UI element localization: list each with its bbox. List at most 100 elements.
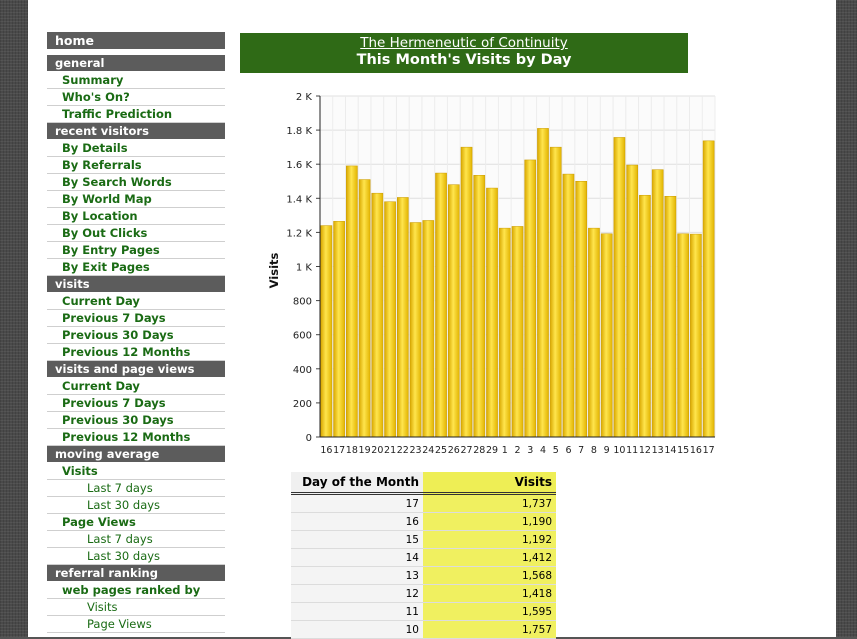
cell-day: 14 xyxy=(291,548,423,567)
nav-link[interactable]: Current Day xyxy=(47,378,225,395)
bar xyxy=(447,184,460,438)
nav-link[interactable]: Last 30 days xyxy=(47,548,225,565)
x-tick-label: 14 xyxy=(664,445,676,456)
bar xyxy=(651,169,664,438)
bar xyxy=(562,173,575,438)
bar xyxy=(690,233,702,438)
cell-day: 10 xyxy=(291,620,423,639)
cell-visits: 1,737 xyxy=(423,493,556,513)
x-tick-label: 1 xyxy=(502,445,508,456)
nav-link[interactable]: Page Views xyxy=(47,514,225,531)
bar xyxy=(626,164,638,438)
nav-link[interactable]: Traffic Prediction xyxy=(47,106,225,123)
x-tick-label: 2 xyxy=(514,445,520,456)
x-tick-label: 19 xyxy=(359,445,371,456)
nav-link[interactable]: Previous 12 Months xyxy=(47,344,225,361)
x-tick-label: 20 xyxy=(371,445,383,456)
nav-link[interactable]: By Entry Pages xyxy=(47,242,225,259)
y-axis-label: Visits xyxy=(267,252,281,288)
nav-link[interactable]: Summary xyxy=(47,72,225,89)
nav-link[interactable]: By Exit Pages xyxy=(47,259,225,276)
x-tick-label: 27 xyxy=(460,445,472,456)
nav-link[interactable]: Previous 30 Days xyxy=(47,327,225,344)
cell-visits: 1,192 xyxy=(423,530,556,549)
nav-link[interactable]: Last 30 days xyxy=(47,497,225,514)
nav-link[interactable]: web pages ranked by xyxy=(47,582,225,599)
nav-home-link[interactable]: home xyxy=(47,32,225,49)
nav-link[interactable]: Previous 7 Days xyxy=(47,395,225,412)
chart-title: This Month's Visits by Day xyxy=(356,52,572,68)
page: home general Summary Who's On? Traffic Pred… xyxy=(28,0,836,639)
nav-link[interactable]: Page Views xyxy=(47,616,225,633)
x-tick-label: 26 xyxy=(448,445,460,456)
nav-link[interactable]: By Details xyxy=(47,140,225,157)
bar xyxy=(524,159,537,438)
table-row: 14 1,412 xyxy=(291,548,556,567)
table-row: 13 1,568 xyxy=(291,566,556,585)
cell-visits: 1,412 xyxy=(423,548,556,567)
nav-link[interactable]: By World Map xyxy=(47,191,225,208)
column-header-day[interactable]: Day of the Month xyxy=(291,472,423,495)
visits-bar-chart: 0 200 400 600 800 1 K 1.2 K 1.4 K 1.6 K 1.8 K 2 K 1… xyxy=(267,92,716,456)
nav-link[interactable]: Visits xyxy=(47,599,225,616)
nav-link[interactable]: Previous 30 Days xyxy=(47,412,225,429)
nav-link[interactable]: By Location xyxy=(47,208,225,225)
table-row: 17 1,737 xyxy=(291,493,556,513)
bar xyxy=(397,197,409,438)
nav-section-header: general xyxy=(47,55,225,71)
cell-day: 17 xyxy=(291,493,423,513)
nav-link[interactable]: Who's On? xyxy=(47,89,225,106)
bar xyxy=(435,172,447,438)
y-tick-label: 0 xyxy=(306,433,312,444)
bar xyxy=(511,226,524,438)
bar xyxy=(371,192,384,438)
x-tick-label: 28 xyxy=(473,445,485,456)
cell-day: 13 xyxy=(291,566,423,585)
bar xyxy=(346,165,358,438)
bar xyxy=(358,179,371,438)
chart-header: The Hermeneutic of Continuity This Month… xyxy=(240,33,688,73)
nav-link[interactable]: Previous 12 Months xyxy=(47,429,225,446)
x-tick-label: 10 xyxy=(613,445,625,456)
nav-link[interactable]: Last 7 days xyxy=(47,531,225,548)
y-tick-label: 600 xyxy=(293,331,312,342)
bar xyxy=(384,201,396,438)
nav-section-header: visits and page views xyxy=(47,361,225,377)
column-header-visits[interactable]: Visits xyxy=(423,472,556,495)
nav-link[interactable]: Last 7 days xyxy=(47,480,225,497)
x-tick-label: 3 xyxy=(527,445,533,456)
nav-link[interactable]: By Out Clicks xyxy=(47,225,225,242)
x-tick-label: 16 xyxy=(690,445,702,456)
nav-link[interactable]: By Referrals xyxy=(47,157,225,174)
x-tick-label: 25 xyxy=(435,445,447,456)
y-tick-label: 200 xyxy=(293,399,312,410)
x-tick-label: 13 xyxy=(652,445,664,456)
cell-visits: 1,568 xyxy=(423,566,556,585)
nav-link[interactable]: By Search Words xyxy=(47,174,225,191)
cell-visits: 1,418 xyxy=(423,584,556,603)
x-tick-label: 11 xyxy=(626,445,638,456)
nav-section-header: visits xyxy=(47,276,225,292)
x-tick-label: 12 xyxy=(639,445,651,456)
y-tick-label: 1.6 K xyxy=(286,160,312,171)
sidebar-nav: home general Summary Who's On? Traffic Pred… xyxy=(47,32,225,633)
site-title-link[interactable]: The Hermeneutic of Continuity xyxy=(360,35,568,51)
visits-table: Day of the Month Visits 17 1,737 16 1,190 15… xyxy=(291,472,556,639)
x-tick-label: 5 xyxy=(553,445,559,456)
nav-link[interactable]: Visits xyxy=(47,463,225,480)
bar xyxy=(498,227,511,438)
bar xyxy=(600,233,613,438)
bar xyxy=(422,220,435,438)
bar xyxy=(639,194,651,438)
x-tick-label: 23 xyxy=(410,445,422,456)
nav-link[interactable]: Previous 7 Days xyxy=(47,310,225,327)
bar xyxy=(333,221,345,438)
table-header-row: Day of the Month Visits xyxy=(291,472,556,495)
bar xyxy=(320,225,333,438)
nav-link[interactable]: Current Day xyxy=(47,293,225,310)
x-tick-label: 16 xyxy=(320,445,332,456)
table-row: 12 1,418 xyxy=(291,584,556,603)
y-tick-label: 1.8 K xyxy=(286,126,312,137)
x-tick-label: 15 xyxy=(677,445,689,456)
x-tick-label: 4 xyxy=(540,445,546,456)
